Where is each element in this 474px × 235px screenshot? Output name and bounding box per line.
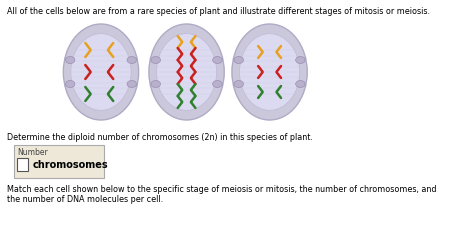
Ellipse shape xyxy=(234,81,244,87)
FancyBboxPatch shape xyxy=(17,158,28,171)
Text: chromosomes: chromosomes xyxy=(33,160,108,170)
Ellipse shape xyxy=(296,56,305,63)
Ellipse shape xyxy=(239,34,300,110)
Ellipse shape xyxy=(234,56,244,63)
Ellipse shape xyxy=(65,81,75,87)
Ellipse shape xyxy=(149,24,224,120)
Ellipse shape xyxy=(213,56,222,63)
Text: Number: Number xyxy=(17,148,48,157)
FancyBboxPatch shape xyxy=(14,145,103,178)
Ellipse shape xyxy=(64,24,138,120)
Ellipse shape xyxy=(151,56,161,63)
Ellipse shape xyxy=(296,81,305,87)
Ellipse shape xyxy=(127,56,137,63)
Ellipse shape xyxy=(232,24,307,120)
Ellipse shape xyxy=(65,56,75,63)
Text: Determine the diploid number of chromosomes (2n) in this species of plant.: Determine the diploid number of chromoso… xyxy=(7,133,313,142)
Text: Match each cell shown below to the specific stage of meiosis or mitosis, the num: Match each cell shown below to the speci… xyxy=(7,185,437,204)
Ellipse shape xyxy=(71,34,131,110)
Ellipse shape xyxy=(151,81,161,87)
Ellipse shape xyxy=(213,81,222,87)
Text: All of the cells below are from a rare species of plant and illustrate different: All of the cells below are from a rare s… xyxy=(7,7,430,16)
Ellipse shape xyxy=(156,34,217,110)
Ellipse shape xyxy=(127,81,137,87)
